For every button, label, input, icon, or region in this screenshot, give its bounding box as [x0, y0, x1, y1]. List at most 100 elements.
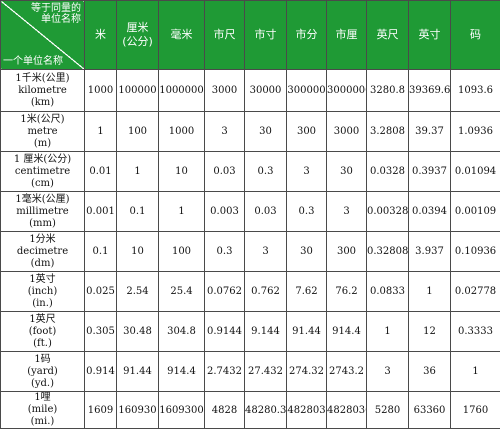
corner-top-label: 等于同量的单位名称: [29, 3, 81, 25]
table-cell: 25.4: [159, 272, 205, 312]
table-cell: 0.01: [85, 152, 117, 192]
table-cell: 91.44: [117, 352, 159, 392]
table-cell: 3000: [327, 112, 367, 152]
table-cell: 100000: [117, 70, 159, 112]
table-cell: 0.1: [85, 232, 117, 272]
table-cell: 0.9144: [205, 312, 245, 352]
table-cell: 39369.6: [409, 70, 451, 112]
unit-name-line: 1 厘米(公分): [1, 154, 84, 166]
column-header: 厘米(公分): [117, 1, 159, 70]
unit-name-line: (km): [1, 97, 84, 109]
table-cell: 100: [159, 232, 205, 272]
row-header: 1英尺(foot)(ft.): [1, 312, 85, 352]
table-cell: 0.10936: [451, 232, 500, 272]
table-cell: 36: [409, 352, 451, 392]
table-cell: 10: [117, 232, 159, 272]
table-cell: 91.44: [287, 312, 327, 352]
unit-name-line: kilometre: [1, 85, 84, 97]
table-cell: 914.4: [327, 312, 367, 352]
table-cell: 0.3937: [409, 152, 451, 192]
table-cell: 0.305: [85, 312, 117, 352]
header-row: 等于同量的单位名称 一个单位名称 米 厘米(公分) 毫米 市尺 市寸 市分 市厘…: [1, 1, 500, 70]
column-header: 市尺: [205, 1, 245, 70]
table-cell: 0.3: [287, 192, 327, 232]
table-cell: 5280: [367, 392, 409, 429]
table-cell: 4828: [205, 392, 245, 429]
table-cell: 0.0833: [367, 272, 409, 312]
table-cell: 0.025: [85, 272, 117, 312]
column-header: 市厘: [327, 1, 367, 70]
column-header: 英尺: [367, 1, 409, 70]
unit-name-line: (inch): [1, 286, 84, 298]
table-cell: 0.001: [85, 192, 117, 232]
table-cell: 1: [451, 352, 500, 392]
unit-name-line: (m): [1, 138, 84, 150]
unit-name-line: 1千米(公里): [1, 73, 84, 85]
table-cell: 3: [287, 152, 327, 192]
row-header: 1英寸(inch)(in.): [1, 272, 85, 312]
table-cell: 0.0762: [205, 272, 245, 312]
table-cell: 3280.8: [367, 70, 409, 112]
table-cell: 2.54: [117, 272, 159, 312]
table-cell: 0.03: [245, 192, 287, 232]
unit-name-line: 1分米: [1, 234, 84, 246]
unit-name-line: (dm): [1, 258, 84, 270]
table-cell: 9.144: [245, 312, 287, 352]
table-cell: 10: [159, 152, 205, 192]
column-header: 市寸: [245, 1, 287, 70]
table-cell: 1: [159, 192, 205, 232]
table-cell: 3: [245, 232, 287, 272]
unit-name-line: (cm): [1, 178, 84, 190]
unit-name-line: (mile): [1, 404, 84, 416]
unit-name-line: (yd.): [1, 378, 84, 390]
table-cell: 0.003: [205, 192, 245, 232]
table-cell: 0.01094: [451, 152, 500, 192]
table-cell: 30: [327, 152, 367, 192]
unit-name-line: 1英寸: [1, 274, 84, 286]
corner-bottom-label: 一个单位名称: [3, 56, 63, 67]
table-cell: 7.62: [287, 272, 327, 312]
table-cell: 1: [367, 312, 409, 352]
table-cell: 0.914: [85, 352, 117, 392]
unit-name-line: (ft.): [1, 338, 84, 350]
column-header: 英寸: [409, 1, 451, 70]
table-cell: 39.37: [409, 112, 451, 152]
unit-name-line: 1米(公尺): [1, 114, 84, 126]
unit-name-line: 1毫米(公厘): [1, 194, 84, 206]
table-cell: 12: [409, 312, 451, 352]
column-header: 毫米: [159, 1, 205, 70]
table-cell: 0.32808: [367, 232, 409, 272]
table-cell: 3: [327, 192, 367, 232]
table-cell: 482803: [287, 392, 327, 429]
table-cell: 4828030: [327, 392, 367, 429]
table-cell: 3: [367, 352, 409, 392]
table-cell: 1.0936: [451, 112, 500, 152]
table-cell: 304.8: [159, 312, 205, 352]
unit-name-line: centimetre: [1, 166, 84, 178]
table-cell: 2.7432: [205, 352, 245, 392]
table-cell: 3.937: [409, 232, 451, 272]
table-cell: 3: [205, 112, 245, 152]
table-cell: 0.03: [205, 152, 245, 192]
table-cell: 3.2808: [367, 112, 409, 152]
row-header: 1千米(公里)kilometre(km): [1, 70, 85, 112]
table-cell: 0.1: [117, 192, 159, 232]
table-cell: 1609: [85, 392, 117, 429]
table-cell: 27.432: [245, 352, 287, 392]
table-cell: 1000: [85, 70, 117, 112]
table-cell: 76.2: [327, 272, 367, 312]
table-cell: 3000000: [327, 70, 367, 112]
column-header: 米: [85, 1, 117, 70]
table-cell: 1000: [159, 112, 205, 152]
table-cell: 0.3333: [451, 312, 500, 352]
table-cell: 30.48: [117, 312, 159, 352]
table-cell: 0.00328: [367, 192, 409, 232]
unit-name-line: 1码: [1, 354, 84, 366]
